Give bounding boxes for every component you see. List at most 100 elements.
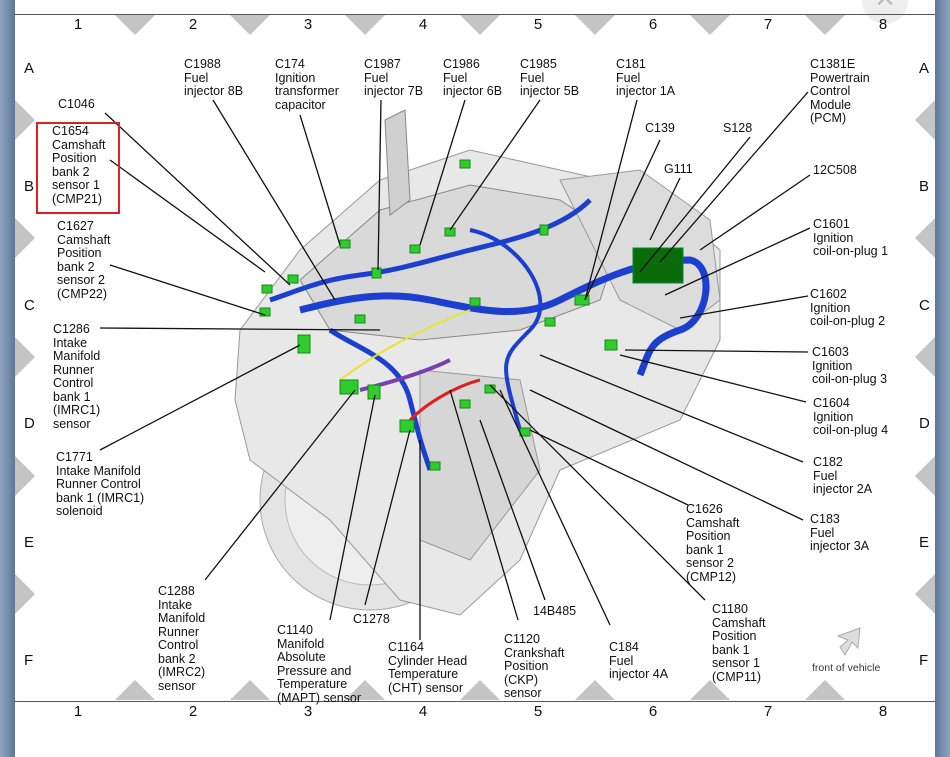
leader-line [109, 264, 266, 316]
leader-line [639, 136, 751, 273]
leader-line [212, 99, 336, 301]
callout-c174[interactable]: C174 Ignition transformer capacitor [275, 57, 339, 112]
callout-c1381e[interactable]: C1381E Powertrain Control Module (PCM) [810, 57, 870, 125]
grid-marker-down-icon [690, 15, 730, 35]
bottom-column-label: 8 [878, 703, 888, 720]
left-row-label: F [24, 652, 34, 669]
callout-c1120[interactable]: C1120 Crankshaft Position (CKP) sensor [504, 632, 565, 700]
bottom-column-label: 3 [303, 703, 313, 720]
left-row-label: E [24, 534, 35, 551]
leader-line [584, 139, 661, 301]
grid-marker-right-icon [15, 100, 35, 140]
callout-c1286[interactable]: C1286 Intake Manifold Runner Control ban… [53, 322, 101, 431]
left-row-label: B [24, 178, 35, 195]
grid-marker-down-icon [230, 15, 270, 35]
leader-line [529, 389, 804, 521]
callout-c1627[interactable]: C1627 Camshaft Position bank 2 sensor 2 … [57, 219, 111, 301]
leader-line [529, 429, 689, 506]
top-column-label: 3 [303, 16, 313, 33]
callout-c182[interactable]: C182 Fuel injector 2A [813, 455, 873, 496]
callout-12c508[interactable]: 12C508 [813, 163, 857, 177]
leader-line [99, 327, 381, 331]
leader-line [449, 389, 519, 621]
grid-marker-down-icon [345, 15, 385, 35]
callout-c1626[interactable]: C1626 Camshaft Position bank 1 sensor 2 … [686, 502, 740, 584]
callout-c1180[interactable]: C1180 Camshaft Position bank 1 sensor 1 … [712, 602, 766, 684]
grid-marker-up-icon [575, 680, 615, 700]
bottom-column-label: 1 [73, 703, 83, 720]
grid-marker-up-icon [805, 680, 845, 700]
leader-line [664, 227, 811, 296]
window-frame-left [0, 0, 15, 757]
right-row-label: B [919, 178, 930, 195]
callout-c1986[interactable]: C1986 Fuel injector 6B [443, 57, 503, 98]
callout-c1771[interactable]: C1771 Intake Manifold Runner Control ban… [56, 450, 145, 518]
callout-c1288[interactable]: C1288 Intake Manifold Runner Control ban… [158, 584, 206, 693]
grid-marker-up-icon [460, 680, 500, 700]
callout-c1604[interactable]: C1604 Ignition coil-on-plug 4 [813, 396, 889, 437]
leader-line [624, 349, 809, 353]
grid-marker-left-icon [915, 574, 935, 614]
grid-marker-down-icon [575, 15, 615, 35]
leader-line [104, 112, 291, 286]
diagram-sheet [15, 14, 935, 702]
top-column-label: 7 [763, 16, 773, 33]
grid-marker-left-icon [915, 337, 935, 377]
top-column-label: 1 [73, 16, 83, 33]
callout-c1278[interactable]: C1278 [353, 612, 390, 626]
callout-c1601[interactable]: C1601 Ignition coil-on-plug 1 [813, 217, 889, 258]
callout-c139[interactable]: C139 [645, 121, 675, 135]
front-of-vehicle-label: front of vehicle [812, 662, 881, 674]
callout-c183[interactable]: C183 Fuel injector 3A [810, 512, 870, 553]
leader-line [377, 99, 382, 271]
grid-marker-up-icon [230, 680, 270, 700]
callout-c1985[interactable]: C1985 Fuel injector 5B [520, 57, 580, 98]
leader-line [479, 419, 546, 601]
grid-marker-left-icon [915, 218, 935, 258]
right-row-label: C [919, 297, 930, 314]
right-row-label: E [919, 534, 930, 551]
leader-line [649, 177, 681, 241]
grid-marker-up-icon [345, 680, 385, 700]
callout-c1164[interactable]: C1164 Cylinder Head Temperature (CHT) se… [388, 640, 468, 695]
callout-c1140[interactable]: C1140 Manifold Absolute Pressure and Tem… [277, 623, 362, 705]
callout-c1987[interactable]: C1987 Fuel injector 7B [364, 57, 424, 98]
grid-marker-right-icon [15, 456, 35, 496]
top-column-label: 5 [533, 16, 543, 33]
leader-line [329, 394, 376, 621]
right-row-label: F [919, 652, 929, 669]
callout-c1603[interactable]: C1603 Ignition coil-on-plug 3 [812, 345, 888, 386]
leader-line [99, 344, 301, 451]
grid-marker-right-icon [15, 574, 35, 614]
top-column-label: 2 [188, 16, 198, 33]
leader-line [419, 99, 466, 246]
callout-14b485[interactable]: 14B485 [533, 604, 577, 618]
leader-line [204, 389, 356, 581]
callout-c1654[interactable]: C1654 Camshaft Position bank 2 sensor 1 … [52, 124, 106, 206]
callout-g111[interactable]: G111 [664, 162, 693, 176]
callout-c181[interactable]: C181 Fuel injector 1A [616, 57, 676, 98]
leader-lines [99, 91, 811, 640]
right-row-label: D [919, 415, 930, 432]
leader-line [539, 354, 804, 463]
grid-marker-right-icon [15, 337, 35, 377]
bottom-column-label: 6 [648, 703, 658, 720]
bottom-column-label: 4 [418, 703, 428, 720]
bottom-column-label: 7 [763, 703, 773, 720]
leader-line [364, 429, 411, 606]
callout-c1602[interactable]: C1602 Ignition coil-on-plug 2 [810, 287, 886, 328]
window-frame-right [935, 0, 950, 757]
callout-s128[interactable]: S128 [723, 121, 753, 135]
grid-marker-down-icon [460, 15, 500, 35]
leader-line [299, 114, 341, 246]
callout-c1046[interactable]: C1046 [58, 97, 95, 111]
top-column-label: 8 [878, 16, 888, 33]
top-column-label: 4 [418, 16, 428, 33]
leader-line [659, 91, 809, 263]
right-row-label: A [919, 60, 930, 77]
leader-line [109, 159, 266, 273]
callout-c1988[interactable]: C1988 Fuel injector 8B [184, 57, 244, 98]
callout-c184[interactable]: C184 Fuel injector 4A [609, 640, 669, 681]
grid-marker-down-icon [805, 15, 845, 35]
